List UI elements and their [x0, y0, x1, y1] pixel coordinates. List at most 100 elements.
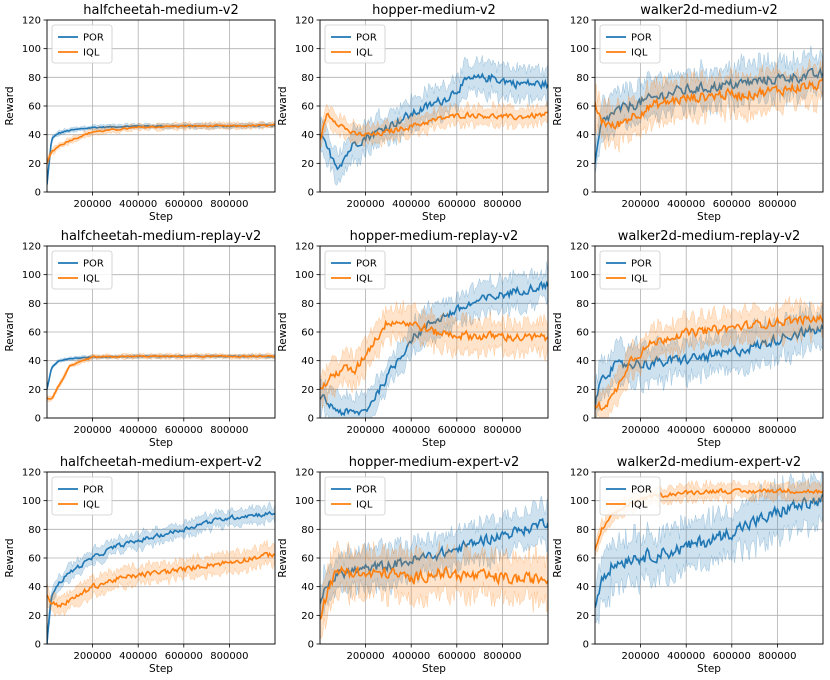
- panel-halfcheetah-medium-v2: 0 20 40 60 80 100 120 200000 400000 600000 800000 h…: [4, 3, 276, 223]
- xtick-label: 600000: [438, 651, 476, 662]
- xtick-label: 800000: [758, 199, 796, 210]
- panel-halfcheetah-medium-replay-v2: 0 20 40 60 80 100 120 200000 400000 600000 800000 h…: [4, 229, 276, 449]
- line-IQL: [320, 110, 548, 141]
- y-axis-label: Reward: [552, 538, 564, 577]
- xtick-label: 200000: [622, 199, 660, 210]
- line-IQL: [595, 78, 823, 131]
- xtick-label: 800000: [758, 425, 796, 436]
- ytick-label: 40: [576, 356, 589, 367]
- band-POR: [320, 55, 548, 186]
- legend: [324, 476, 386, 516]
- ytick-label: 80: [301, 73, 314, 84]
- ytick-label: 20: [28, 611, 41, 622]
- band-POR: [47, 121, 275, 187]
- line-POR: [320, 72, 548, 171]
- ytick-label: 100: [295, 44, 314, 55]
- panel-hopper-medium-expert-v2: 0 20 40 60 80 100 120 200000 400000 600000 800000 h…: [277, 455, 549, 675]
- x-axis-label: Step: [422, 437, 446, 449]
- ytick-label: 120: [22, 468, 41, 479]
- ytick-label: 20: [301, 159, 314, 170]
- ytick-label: 0: [35, 414, 41, 425]
- xtick-label: 200000: [622, 425, 660, 436]
- xtick-label: 400000: [392, 199, 430, 210]
- ytick-label: 40: [28, 130, 41, 141]
- xtick-label: 400000: [119, 651, 157, 662]
- ytick-label: 120: [570, 16, 589, 27]
- xtick-label: 600000: [165, 425, 203, 436]
- xtick-label: 800000: [483, 651, 521, 662]
- xtick-label: 200000: [74, 199, 112, 210]
- ytick-label: 100: [22, 270, 41, 281]
- line-POR: [595, 323, 823, 410]
- chart-title: hopper-medium-v2: [372, 3, 496, 18]
- xtick-label: 800000: [210, 199, 248, 210]
- band-IQL: [320, 300, 548, 408]
- line-IQL: [320, 565, 548, 620]
- legend-label: POR: [83, 259, 104, 270]
- ytick-label: 120: [22, 242, 41, 253]
- xtick-label: 800000: [210, 651, 248, 662]
- ytick-label: 20: [301, 611, 314, 622]
- legend-label: IQL: [83, 500, 100, 511]
- ytick-label: 80: [576, 299, 589, 310]
- band-IQL: [47, 352, 275, 403]
- ytick-label: 100: [295, 496, 314, 507]
- xtick-label: 800000: [210, 425, 248, 436]
- chart-title: halfcheetah-medium-replay-v2: [61, 229, 262, 244]
- ytick-label: 40: [28, 582, 41, 593]
- legend: [599, 24, 661, 64]
- ytick-label: 40: [576, 130, 589, 141]
- x-axis-label: Step: [422, 211, 446, 223]
- legend-label: POR: [631, 259, 652, 270]
- xtick-label: 200000: [347, 425, 385, 436]
- y-axis-label: Reward: [4, 538, 16, 577]
- line-POR: [320, 280, 548, 417]
- ytick-label: 40: [301, 130, 314, 141]
- ytick-label: 0: [308, 640, 314, 651]
- ytick-label: 80: [28, 299, 41, 310]
- panel-hopper-medium-v2: 0 20 40 60 80 100 120 200000 400000 600000 800000 h…: [277, 3, 549, 223]
- xtick-label: 200000: [622, 651, 660, 662]
- band-IQL: [47, 540, 275, 618]
- legend-label: IQL: [631, 500, 648, 511]
- line-POR: [47, 123, 275, 185]
- ytick-label: 80: [301, 299, 314, 310]
- x-axis-label: Step: [697, 211, 721, 223]
- y-axis-label: Reward: [552, 312, 564, 351]
- band-POR: [595, 472, 823, 625]
- ytick-label: 60: [301, 554, 314, 565]
- ytick-label: 0: [583, 188, 589, 199]
- panel-halfcheetah-medium-expert-v2: 0 20 40 60 80 100 120 200000 400000 600000 800000 h…: [4, 455, 276, 675]
- xtick-label: 600000: [438, 425, 476, 436]
- xtick-label: 400000: [667, 651, 705, 662]
- chart-title: walker2d-medium-v2: [640, 3, 778, 18]
- legend-label: POR: [356, 259, 377, 270]
- line-POR: [47, 510, 275, 644]
- ytick-label: 60: [301, 102, 314, 113]
- xtick-label: 200000: [347, 199, 385, 210]
- xtick-label: 800000: [483, 199, 521, 210]
- x-axis-label: Step: [149, 437, 173, 449]
- legend-label: IQL: [356, 500, 373, 511]
- y-axis-label: Reward: [277, 86, 289, 125]
- legend-label: POR: [631, 485, 652, 496]
- x-axis-label: Step: [697, 437, 721, 449]
- legend: [599, 250, 661, 290]
- band-IQL: [595, 56, 823, 153]
- ytick-label: 20: [28, 159, 41, 170]
- legend: [324, 250, 386, 290]
- ytick-label: 0: [35, 188, 41, 199]
- xtick-label: 600000: [165, 651, 203, 662]
- ytick-label: 40: [301, 356, 314, 367]
- y-axis-label: Reward: [277, 538, 289, 577]
- legend-label: POR: [631, 33, 652, 44]
- line-POR: [595, 66, 823, 164]
- y-axis-label: Reward: [552, 86, 564, 125]
- xtick-label: 200000: [74, 425, 112, 436]
- legend-label: POR: [356, 33, 377, 44]
- xtick-label: 800000: [758, 651, 796, 662]
- ytick-label: 100: [570, 270, 589, 281]
- xtick-label: 600000: [713, 651, 751, 662]
- legend-label: IQL: [356, 48, 373, 59]
